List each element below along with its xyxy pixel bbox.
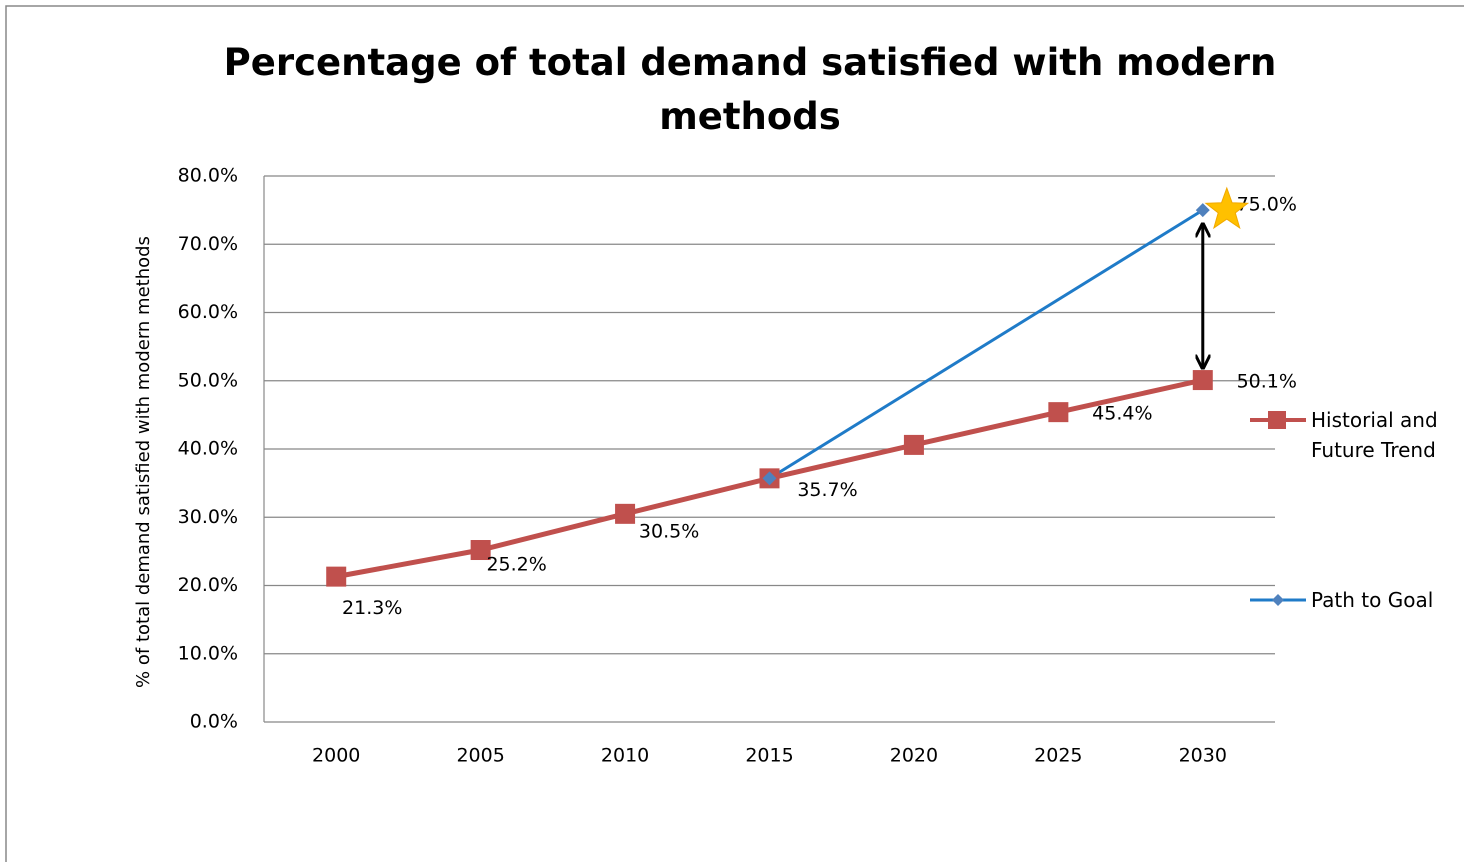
data-label: 75.0% bbox=[1237, 194, 1297, 216]
chart-title: Percentage of total demand satisfied wit… bbox=[223, 41, 1277, 138]
x-tick-label: 2015 bbox=[745, 745, 793, 767]
x-tick-label: 2030 bbox=[1179, 745, 1227, 767]
x-tick-label: 2005 bbox=[456, 745, 504, 767]
marker bbox=[762, 471, 777, 486]
data-label: 25.2% bbox=[486, 554, 546, 576]
data-label: 35.7% bbox=[797, 479, 857, 501]
y-tick-label: 0.0% bbox=[190, 711, 238, 733]
series-line bbox=[768, 208, 1204, 480]
y-tick-label: 20.0% bbox=[178, 574, 238, 596]
x-tick-label: 2025 bbox=[1034, 745, 1082, 767]
y-tick-label: 40.0% bbox=[178, 438, 238, 460]
marker bbox=[470, 540, 491, 561]
y-axis-label: % of total demand satisfied with modern … bbox=[133, 236, 154, 688]
legend-label: Path to Goal bbox=[1311, 588, 1434, 612]
chart-border bbox=[5, 5, 1464, 862]
marker bbox=[1195, 203, 1210, 218]
y-tick-label: 10.0% bbox=[178, 642, 238, 664]
legend-label: Historial and Future Trend bbox=[1311, 408, 1438, 462]
marker bbox=[1192, 370, 1213, 391]
title-box: Percentage of total demand satisfied wit… bbox=[223, 41, 1277, 138]
x-tick-label: 2000 bbox=[312, 745, 360, 767]
data-label: 50.1% bbox=[1237, 371, 1297, 393]
legend-marker bbox=[1268, 411, 1286, 429]
x-tick-label: 2020 bbox=[890, 745, 938, 767]
y-tick-label: 80.0% bbox=[178, 165, 238, 187]
data-label: 21.3% bbox=[342, 597, 402, 619]
y-tick-label: 60.0% bbox=[178, 301, 238, 323]
marker bbox=[903, 434, 924, 455]
data-label: 45.4% bbox=[1092, 403, 1152, 425]
marker bbox=[326, 566, 347, 587]
x-tick-label: 2010 bbox=[601, 745, 649, 767]
marker bbox=[1048, 402, 1069, 423]
marker bbox=[615, 503, 636, 524]
y-tick-label: 50.0% bbox=[178, 369, 238, 391]
goal-star bbox=[1204, 186, 1250, 230]
data-label: 30.5% bbox=[639, 520, 699, 542]
y-tick-label: 30.0% bbox=[178, 506, 238, 528]
legend-marker bbox=[1272, 594, 1284, 606]
y-tick-label: 70.0% bbox=[178, 233, 238, 255]
